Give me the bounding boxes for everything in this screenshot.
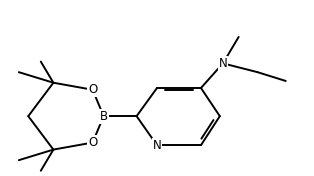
Text: O: O [88, 83, 97, 96]
Text: N: N [219, 57, 227, 70]
Text: N: N [153, 139, 161, 152]
Text: O: O [88, 136, 97, 149]
Text: B: B [100, 110, 108, 123]
